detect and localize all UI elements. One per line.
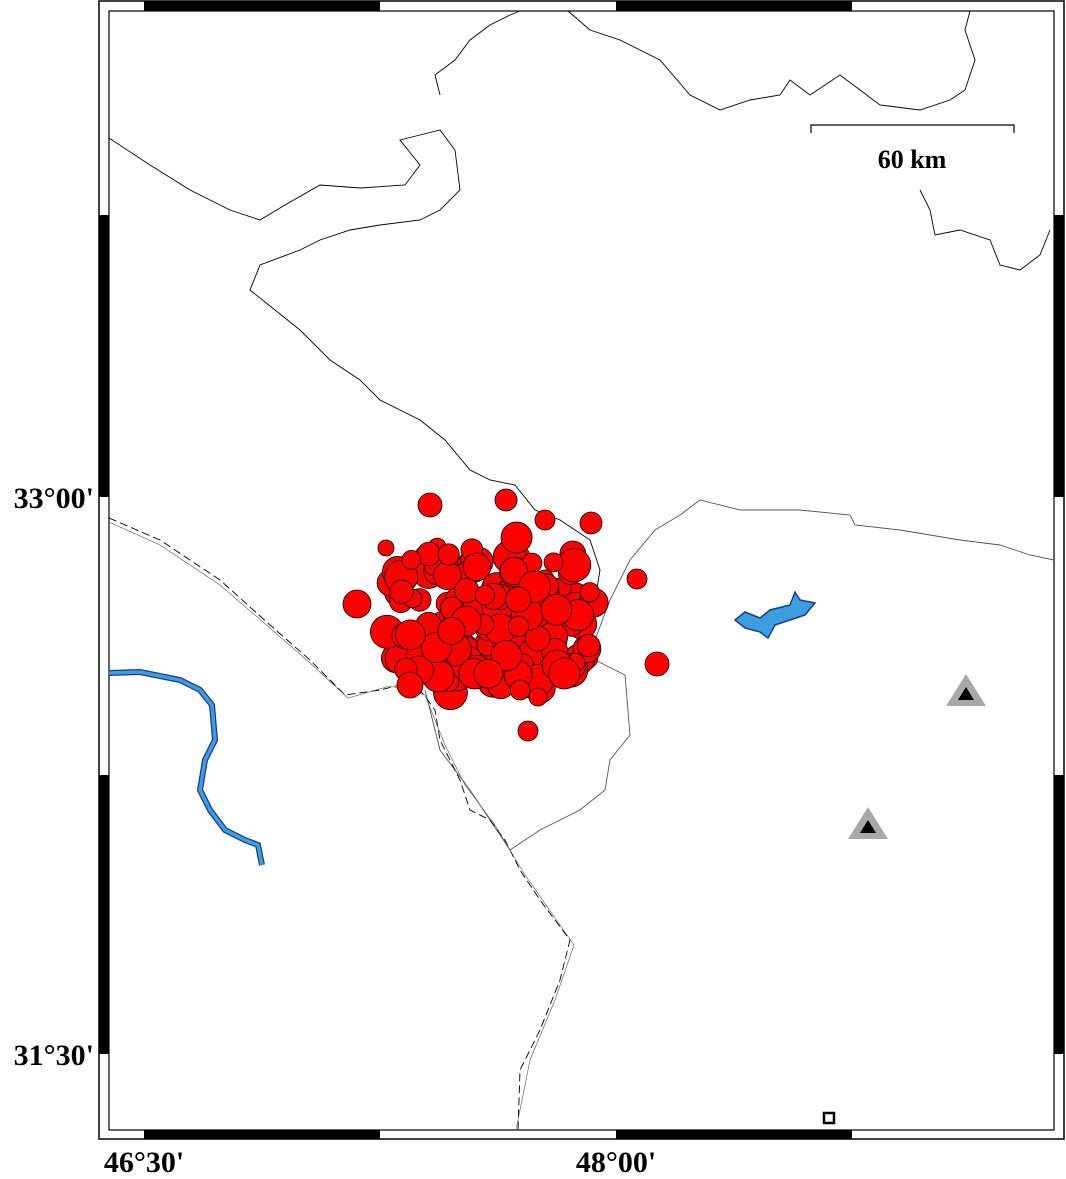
earthquake-marker: [473, 658, 504, 689]
earthquake-marker: [389, 579, 414, 604]
earthquake-marker: [505, 586, 532, 613]
earthquake-marker: [377, 539, 395, 557]
province-border-west: [108, 129, 601, 641]
province-border-north: [434, 10, 976, 111]
earthquake-marker: [509, 679, 531, 701]
earthquake-marker: [494, 488, 518, 512]
scale-bar: 60 km: [810, 124, 1015, 174]
earthquake-marker: [644, 651, 670, 677]
earthquake-cluster: [342, 488, 670, 742]
internal-border: [424, 659, 631, 851]
earthquake-marker: [548, 657, 581, 690]
earthquake-marker: [626, 568, 648, 590]
earthquake-marker: [401, 549, 422, 570]
border-river-east: [594, 499, 1055, 641]
earthquake-marker: [540, 593, 573, 626]
earthquake-marker: [395, 619, 426, 651]
lake: [733, 590, 817, 640]
latitude-label: 31°30': [14, 1039, 94, 1072]
latitude-label: 33°00': [14, 482, 94, 515]
earthquake-marker: [500, 521, 533, 554]
earthquake-marker: [507, 615, 530, 638]
earthquake-marker: [534, 509, 556, 531]
earthquake-marker: [528, 687, 548, 707]
earthquake-marker: [462, 552, 492, 582]
borders: [108, 10, 1055, 1131]
longitude-label: 46°30': [104, 1146, 184, 1179]
earthquake-marker: [396, 671, 424, 699]
earthquake-marker: [342, 589, 372, 619]
scale-bar-label: 60 km: [878, 145, 947, 174]
province-border-east: [919, 189, 1051, 271]
earthquake-marker: [437, 543, 460, 566]
international-border: [108, 517, 571, 1131]
earthquake-marker: [417, 492, 443, 518]
earthquake-marker: [474, 585, 496, 606]
earthquake-marker: [579, 511, 603, 535]
earthquake-marker: [454, 577, 480, 604]
map-frame: [98, 0, 1065, 1140]
earthquake-marker: [579, 582, 600, 603]
earthquake-marker: [577, 633, 601, 658]
earthquake-marker: [543, 552, 564, 573]
seismic-station: [946, 674, 986, 706]
town-marker: [822, 1111, 836, 1125]
water-bodies: [108, 590, 817, 866]
earthquake-marker: [517, 720, 539, 742]
earthquake-marker: [437, 617, 466, 646]
longitude-label: 48°00': [576, 1146, 656, 1179]
seismic-station: [848, 807, 888, 839]
earthquake-marker: [499, 556, 528, 586]
